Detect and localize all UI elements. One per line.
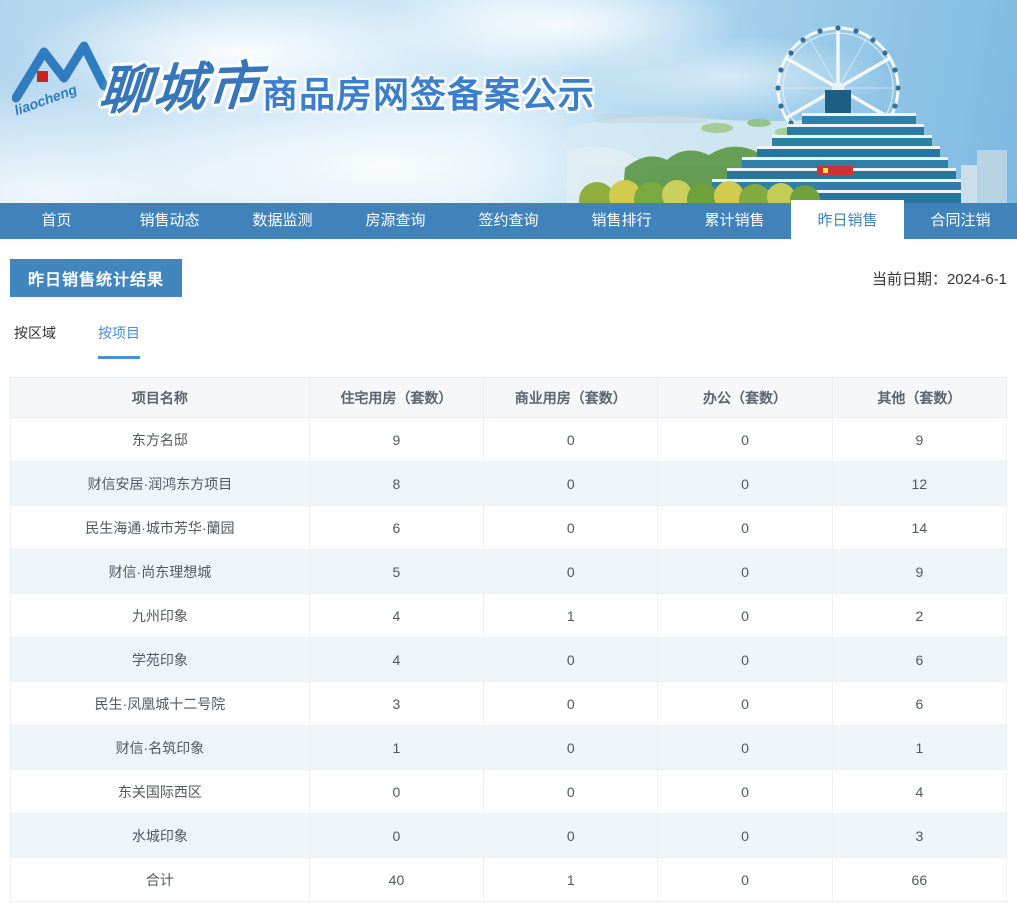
table-row: 学苑印象 4 0 0 6 — [10, 637, 1008, 682]
value-cell: 0 — [483, 417, 659, 462]
liaocheng-logo-icon: liaocheng — [12, 41, 107, 118]
project-name-cell: 学苑印象 — [10, 637, 310, 682]
table-row: 财信·尚东理想城 5 0 0 9 — [10, 549, 1008, 594]
column-header-3: 办公（套数） — [657, 377, 833, 418]
tab-0[interactable]: 按区域 — [14, 325, 56, 341]
nav-item-5[interactable]: 销售排行 — [591, 212, 652, 229]
value-cell: 3 — [831, 813, 1008, 858]
value-cell: 9 — [831, 417, 1008, 462]
table-header-row: 项目名称 住宅用房（套数） 商业用房（套数） 办公（套数） 其他（套数） — [10, 377, 1008, 418]
value-cell: 0 — [657, 417, 833, 462]
nav-item-7[interactable]: 昨日销售 — [791, 200, 904, 239]
project-name-cell: 九州印象 — [10, 593, 310, 638]
value-cell: 6 — [308, 505, 485, 550]
section-title: 昨日销售统计结果 — [10, 259, 183, 297]
waterfront-ferris-wheel-illustration — [567, 25, 1007, 203]
table-row: 水城印象 0 0 0 3 — [10, 813, 1008, 858]
project-name-cell: 合计 — [10, 857, 310, 902]
value-cell: 6 — [831, 681, 1008, 726]
content-area: 昨日销售统计结果 当前日期：2024-6-1 按区域 按项目 项目名称 住宅用房（套… — [0, 259, 1017, 912]
column-header-0: 项目名称 — [10, 377, 310, 418]
table-row: 九州印象 4 1 0 2 — [10, 593, 1008, 638]
project-name-cell: 财信安居·润鸿东方项目 — [10, 461, 310, 506]
table-row: 合计 40 1 0 66 — [10, 857, 1008, 902]
sales-table: 项目名称 住宅用房（套数） 商业用房（套数） 办公（套数） 其他（套数） 东方名邸 9 0 0… — [10, 377, 1008, 902]
nav-item-8[interactable]: 合同注销 — [930, 212, 991, 229]
value-cell: 9 — [308, 417, 485, 462]
value-cell: 1 — [483, 857, 659, 902]
value-cell: 0 — [483, 769, 659, 814]
value-cell: 1 — [831, 725, 1008, 770]
value-cell: 0 — [657, 857, 833, 902]
column-header-1: 住宅用房（套数） — [308, 377, 485, 418]
value-cell: 4 — [831, 769, 1008, 814]
main-nav: 首页 销售动态 数据监测 房源查询 签约查询 销售排行 累计销售 昨日销售 合同注销 — [0, 200, 1017, 239]
table-row: 民生·凤凰城十二号院 3 0 0 6 — [10, 681, 1008, 726]
value-cell: 0 — [483, 549, 659, 594]
value-cell: 9 — [831, 549, 1008, 594]
column-header-4: 其他（套数） — [831, 377, 1008, 418]
value-cell: 8 — [308, 461, 485, 506]
value-cell: 0 — [657, 593, 833, 638]
value-cell: 0 — [657, 813, 833, 858]
value-cell: 0 — [657, 549, 833, 594]
value-cell: 12 — [831, 461, 1008, 506]
site-title: 商品房网签备案公示 — [262, 74, 596, 115]
nav-item-0[interactable]: 首页 — [41, 212, 72, 229]
nav-item-3[interactable]: 房源查询 — [365, 212, 426, 229]
project-name-cell: 财信·尚东理想城 — [10, 549, 310, 594]
value-cell: 4 — [308, 637, 485, 682]
nav-item-6[interactable]: 累计销售 — [704, 212, 765, 229]
value-cell: 0 — [657, 725, 833, 770]
project-name-cell: 东方名邸 — [10, 417, 310, 462]
value-cell: 1 — [308, 725, 485, 770]
value-cell: 0 — [483, 461, 659, 506]
project-name-cell: 民生·凤凰城十二号院 — [10, 681, 310, 726]
project-name-cell: 民生海通·城市芳华·蘭园 — [10, 505, 310, 550]
table-row: 财信安居·润鸿东方项目 8 0 0 12 — [10, 461, 1008, 506]
current-date-value: 2024-6-1 — [946, 270, 1007, 288]
value-cell: 3 — [308, 681, 485, 726]
value-cell: 0 — [308, 813, 485, 858]
value-cell: 66 — [831, 857, 1008, 902]
project-name-cell: 东关国际西区 — [10, 769, 310, 814]
value-cell: 0 — [657, 637, 833, 682]
value-cell: 0 — [483, 505, 659, 550]
value-cell: 6 — [831, 637, 1008, 682]
project-name-cell: 财信·名筑印象 — [10, 725, 310, 770]
nav-item-1[interactable]: 销售动态 — [139, 212, 200, 229]
value-cell: 4 — [308, 593, 485, 638]
value-cell: 14 — [831, 505, 1008, 550]
value-cell: 2 — [831, 593, 1008, 638]
project-name-cell: 水城印象 — [10, 813, 310, 858]
value-cell: 40 — [308, 857, 485, 902]
value-cell: 0 — [657, 769, 833, 814]
tab-1[interactable]: 按项目 — [98, 323, 140, 359]
site-banner: liaocheng 聊城市 商品房网签备案公示 — [0, 0, 1017, 203]
title-row: 昨日销售统计结果 当前日期：2024-6-1 — [10, 259, 1007, 297]
trees-icon — [579, 180, 820, 203]
value-cell: 0 — [483, 637, 659, 682]
value-cell: 0 — [308, 769, 485, 814]
table-row: 财信·名筑印象 1 0 0 1 — [10, 725, 1008, 770]
value-cell: 5 — [308, 549, 485, 594]
building-icon — [697, 90, 1007, 203]
value-cell: 0 — [483, 813, 659, 858]
nav-item-4[interactable]: 签约查询 — [478, 212, 539, 229]
column-header-2: 商业用房（套数） — [483, 377, 659, 418]
value-cell: 0 — [657, 505, 833, 550]
view-tabs: 按区域 按项目 — [10, 323, 1007, 359]
value-cell: 0 — [483, 725, 659, 770]
brand-city-name: 聊城市 — [97, 57, 264, 121]
value-cell: 0 — [657, 681, 833, 726]
value-cell: 0 — [483, 681, 659, 726]
nav-item-2[interactable]: 数据监测 — [252, 212, 313, 229]
current-date-label: 当前日期： — [871, 270, 947, 288]
table-row: 民生海通·城市芳华·蘭园 6 0 0 14 — [10, 505, 1008, 550]
table-row: 东关国际西区 0 0 0 4 — [10, 769, 1008, 814]
current-date: 当前日期：2024-6-1 — [872, 268, 1007, 289]
value-cell: 1 — [483, 593, 659, 638]
table-row: 东方名邸 9 0 0 9 — [10, 417, 1008, 462]
value-cell: 0 — [657, 461, 833, 506]
